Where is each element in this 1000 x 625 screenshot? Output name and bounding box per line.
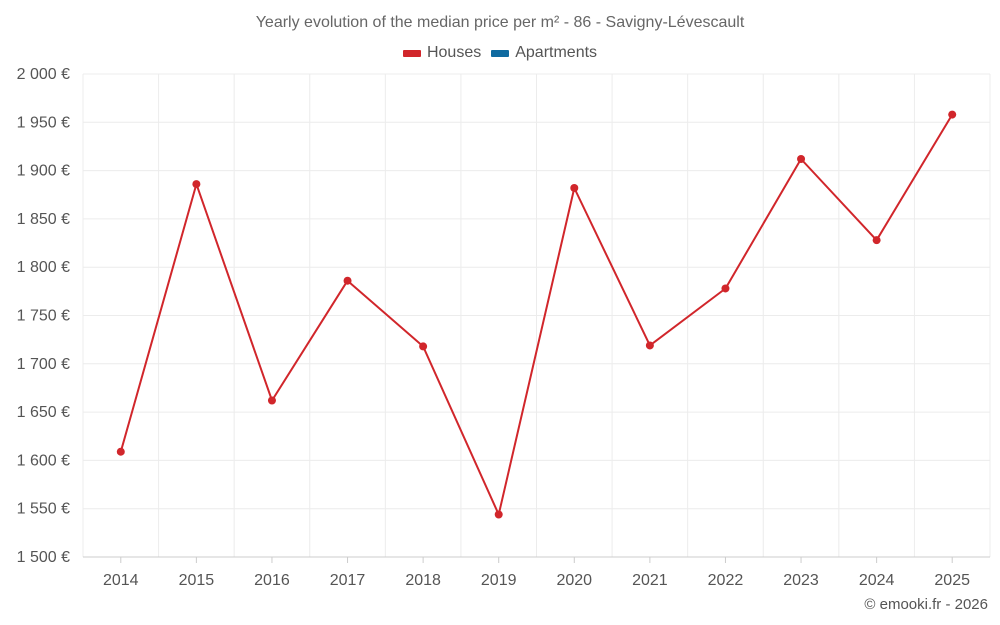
x-tick-label: 2023 bbox=[783, 572, 819, 589]
legend-item-apartments[interactable]: Apartments bbox=[491, 44, 597, 62]
x-tick-label: 2024 bbox=[859, 572, 895, 589]
y-tick-label: 1 700 € bbox=[17, 356, 70, 373]
y-tick-label: 1 750 € bbox=[17, 308, 70, 325]
y-tick-label: 1 950 € bbox=[17, 114, 70, 131]
y-tick-label: 1 500 € bbox=[17, 549, 70, 566]
x-tick-label: 2017 bbox=[330, 572, 366, 589]
chart-title: Yearly evolution of the median price per… bbox=[255, 14, 745, 31]
watermark: © emooki.fr - 2026 bbox=[864, 596, 988, 613]
data-point-houses-2018 bbox=[419, 342, 428, 351]
data-point-houses-2015 bbox=[192, 180, 201, 189]
legend-label-apartments: Apartments bbox=[515, 44, 598, 61]
y-tick-label: 1 800 € bbox=[17, 259, 70, 276]
data-point-houses-2021 bbox=[645, 341, 654, 350]
y-tick-label: 1 850 € bbox=[17, 211, 70, 228]
legend: Houses Apartments bbox=[0, 44, 1000, 62]
x-tick-label: 2018 bbox=[405, 572, 441, 589]
series-line-houses bbox=[119, 114, 954, 516]
y-tick-label: 2 000 € bbox=[17, 66, 70, 83]
x-tick-label: 2019 bbox=[481, 572, 517, 589]
data-point-houses-2022 bbox=[721, 284, 730, 293]
x-tick-label: 2015 bbox=[179, 572, 215, 589]
x-tick-label: 2021 bbox=[632, 572, 668, 589]
legend-item-houses[interactable]: Houses bbox=[402, 44, 482, 62]
y-tick-label: 1 650 € bbox=[17, 404, 70, 421]
data-point-houses-2019 bbox=[494, 510, 503, 519]
x-tick-label: 2022 bbox=[708, 572, 744, 589]
data-point-houses-2023 bbox=[797, 155, 806, 164]
y-tick-label: 1 550 € bbox=[17, 501, 70, 518]
x-tick-label: 2025 bbox=[934, 572, 970, 589]
legend-swatch-apartments bbox=[491, 49, 510, 57]
data-point-houses-2024 bbox=[872, 236, 881, 245]
legend-label-houses: Houses bbox=[426, 44, 482, 61]
x-tick-label: 2020 bbox=[556, 572, 592, 589]
data-point-houses-2025 bbox=[948, 110, 957, 119]
data-point-houses-2020 bbox=[570, 183, 579, 192]
legend-swatch-houses bbox=[402, 49, 421, 57]
x-tick-label: 2016 bbox=[254, 572, 290, 589]
data-point-houses-2014 bbox=[116, 447, 125, 456]
data-point-houses-2016 bbox=[267, 396, 276, 405]
data-point-houses-2017 bbox=[343, 276, 352, 285]
x-tick-label: 2014 bbox=[103, 572, 139, 589]
y-tick-label: 1 600 € bbox=[17, 452, 70, 469]
y-tick-label: 1 900 € bbox=[17, 163, 70, 180]
